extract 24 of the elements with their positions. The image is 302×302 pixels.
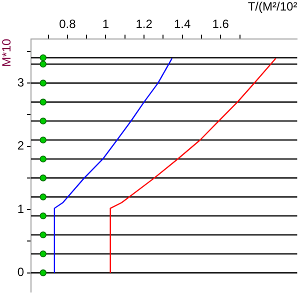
- point: [40, 250, 47, 258]
- point: [40, 231, 47, 238]
- x-axis-title: T/(M²/10²: [248, 0, 298, 14]
- y-tick-label: 2: [17, 138, 24, 153]
- point: [40, 80, 47, 86]
- y-tick-label: 3: [17, 75, 24, 90]
- point: [40, 269, 47, 276]
- point: [40, 212, 47, 220]
- x-tick-label: 0.8: [59, 16, 76, 31]
- point: [40, 98, 47, 106]
- y-axis-title: M*10: [0, 38, 14, 67]
- x-tick-label: 1.4: [174, 16, 191, 31]
- point: [40, 60, 47, 68]
- point: [40, 118, 47, 124]
- x-tick-label: 1.6: [212, 16, 230, 31]
- x-tick-label: 1: [102, 16, 110, 31]
- point: [40, 174, 47, 182]
- y-tick-label: 1: [17, 202, 24, 216]
- point: [40, 156, 47, 162]
- x-tick-label: 1.2: [136, 16, 153, 31]
- point: [40, 136, 47, 144]
- point: [40, 54, 47, 62]
- y-tick-label: 0: [17, 265, 24, 280]
- point: [40, 194, 47, 200]
